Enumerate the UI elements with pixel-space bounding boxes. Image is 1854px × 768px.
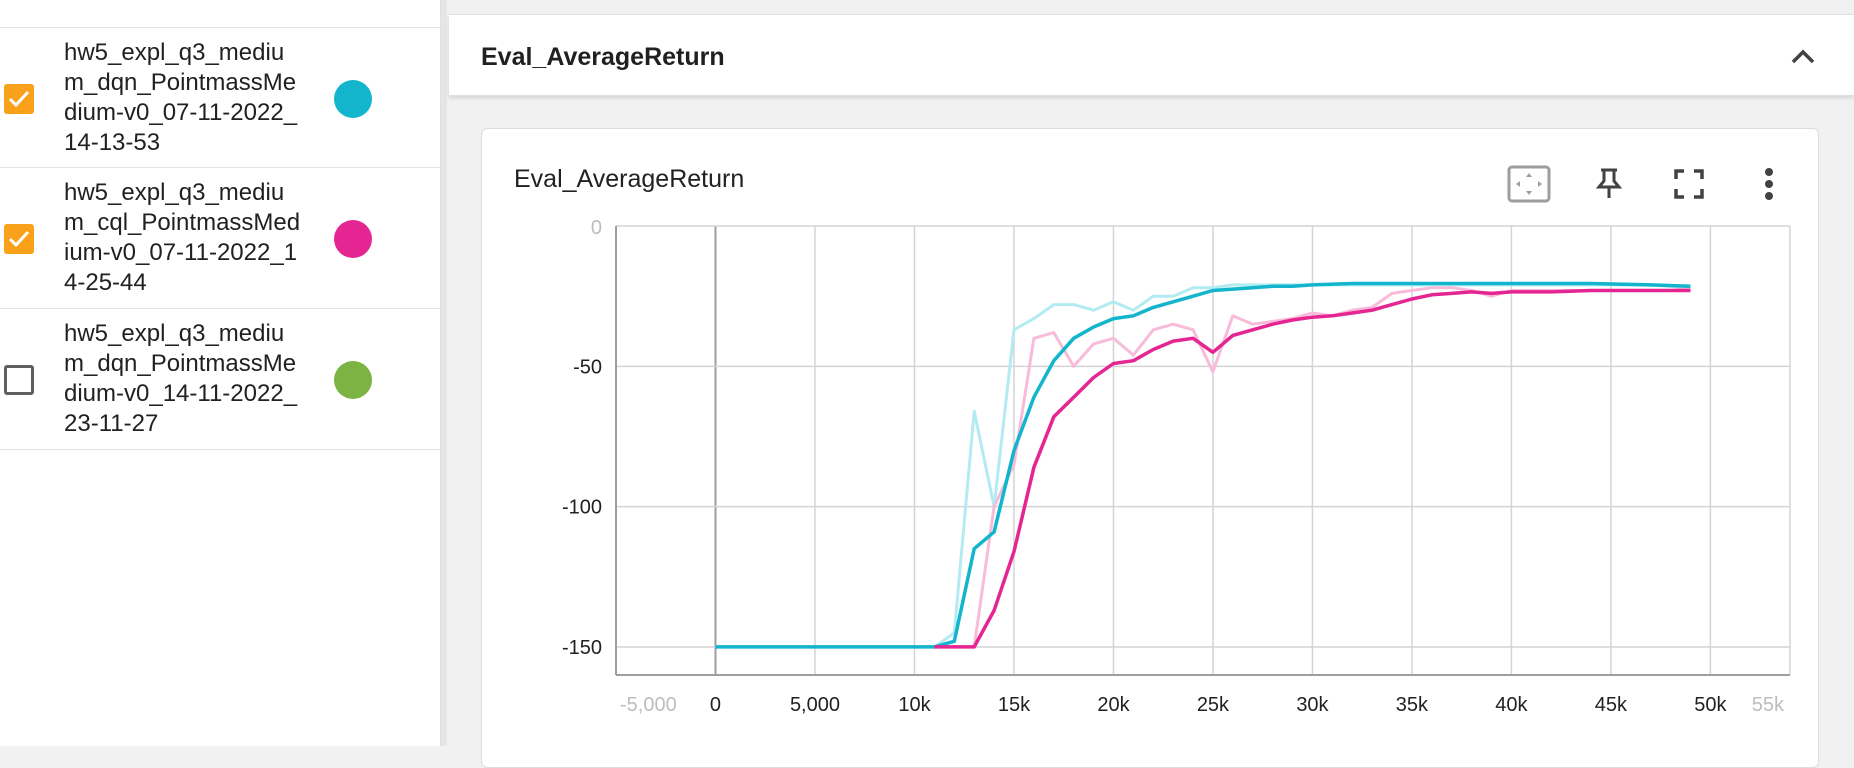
run-row[interactable]: hw5_expl_q3_medium_dqn_PointmassMedium-v… (0, 27, 440, 168)
series-smoothed-line (715, 281, 1691, 649)
run-color-swatch[interactable] (334, 80, 372, 118)
runs-sidebar: hw5_expl_q3_medium_dqn_PointmassMedium-v… (0, 0, 441, 746)
x-tick-label: -5,000 (620, 694, 677, 716)
line-chart[interactable]: -5,000 0 5,000 10k 15k 20k 25k 30k 35k 40k 45k 50k 5… (482, 129, 1820, 749)
run-color-swatch[interactable] (334, 361, 372, 399)
x-tick-label: 30k (1296, 694, 1329, 716)
run-row[interactable]: hw5_expl_q3_medium_dqn_PointmassMedium-v… (0, 309, 440, 450)
pin-button[interactable] (1586, 161, 1632, 207)
x-tick-label: 35k (1396, 694, 1429, 716)
collapse-button[interactable] (1785, 39, 1821, 75)
pin-icon (1595, 168, 1623, 198)
run-checkbox[interactable] (4, 224, 34, 254)
x-tick-label: 45k (1595, 694, 1628, 716)
x-tick-label: 0 (710, 694, 721, 716)
chart-tick-labels: -5,000 0 5,000 10k 15k 20k 25k 30k 35k 40k 45k 50k 5… (562, 217, 1785, 716)
fit-domain-icon (1507, 165, 1551, 203)
run-color-swatch[interactable] (334, 220, 372, 258)
y-tick-label: 0 (591, 217, 602, 239)
y-tick-label: -150 (562, 637, 602, 659)
more-options-button[interactable] (1746, 161, 1792, 207)
chart-title: Eval_AverageReturn (514, 165, 745, 193)
run-name: hw5_expl_q3_medium_dqn_PointmassMedium-v… (64, 39, 298, 156)
check-icon (8, 90, 30, 108)
x-tick-label: 5,000 (790, 694, 840, 716)
x-tick-label: 40k (1495, 694, 1528, 716)
x-tick-label: 25k (1197, 694, 1230, 716)
more-vert-icon (1765, 168, 1773, 200)
x-tick-label: 50k (1694, 694, 1727, 716)
check-icon (8, 230, 30, 248)
x-tick-label: 15k (998, 694, 1031, 716)
x-tick-label: 10k (898, 694, 931, 716)
fullscreen-icon (1674, 169, 1704, 199)
sidebar-resize-handle[interactable] (441, 0, 447, 746)
x-tick-label: 55k (1752, 694, 1785, 716)
fit-domain-button[interactable] (1506, 161, 1552, 207)
run-row[interactable]: hw5_expl_q3_medium_cql_PointmassMedium-v… (0, 168, 440, 309)
section-header[interactable]: Eval_AverageReturn (449, 14, 1854, 96)
chevron-up-icon (1791, 49, 1815, 64)
run-name: hw5_expl_q3_medium_dqn_PointmassMedium-v… (64, 320, 298, 437)
chart-axes (615, 225, 1791, 676)
x-tick-label: 20k (1097, 694, 1130, 716)
run-checkbox[interactable] (4, 84, 34, 114)
chart-card: Eval_AverageReturn -5,000 0 5,000 10k 15k 20k… (481, 128, 1819, 768)
series-smoothed-line (934, 288, 1691, 649)
section-title: Eval_AverageReturn (481, 43, 725, 71)
y-tick-label: -100 (562, 497, 602, 519)
chart-series (715, 281, 1691, 649)
y-tick-label: -50 (573, 356, 602, 378)
run-checkbox[interactable] (4, 365, 34, 395)
run-name: hw5_expl_q3_medium_cql_PointmassMedium-v… (64, 179, 301, 296)
series-raw-line (715, 283, 1691, 649)
fullscreen-button[interactable] (1666, 161, 1712, 207)
